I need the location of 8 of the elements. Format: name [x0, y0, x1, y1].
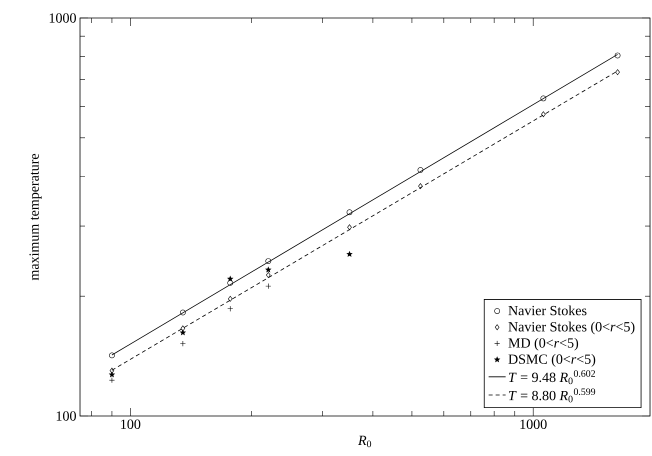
legend-label: T = 8.80 R$_{0}$0.599 — [508, 388, 596, 402]
legend-label: T = 9.48 R$_{0}$0.602 — [508, 370, 596, 384]
legend-label: Navier Stokes — [508, 305, 586, 316]
y-axis-title: maximum temperature — [29, 154, 42, 280]
legend-label: MD (0<r<5) — [508, 338, 578, 351]
legend-label: DSMC (0<r<5) — [508, 354, 596, 367]
legend-label: Navier Stokes (0<r<5) — [508, 322, 634, 334]
x-axis-title: R$_{0}$ — [358, 436, 372, 448]
